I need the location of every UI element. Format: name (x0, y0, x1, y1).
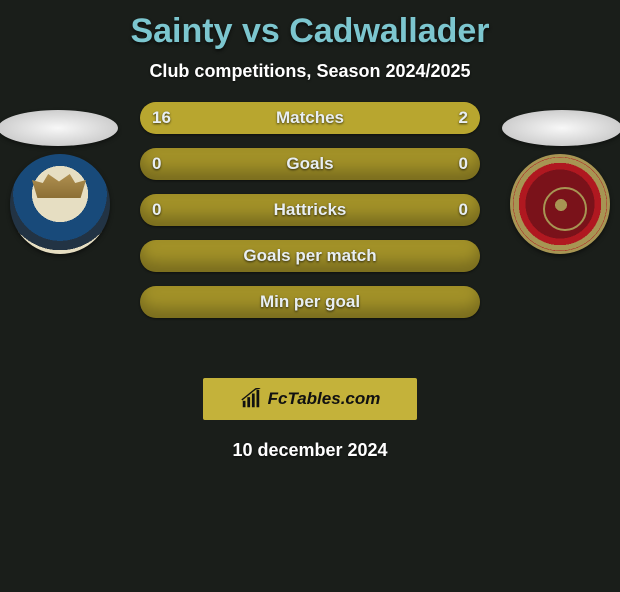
stat-value-left: 16 (140, 102, 183, 134)
brand-badge: FcTables.com (203, 378, 417, 420)
stat-bars: 16 Matches 2 0 Goals 0 0 Hattricks 0 Goa… (140, 102, 480, 332)
page-title: Sainty vs Cadwallader (0, 12, 620, 51)
season-subtitle: Club competitions, Season 2024/2025 (0, 61, 620, 82)
brand-text: FcTables.com (268, 389, 381, 409)
club-crest-left (10, 154, 110, 254)
stat-bar: 0 Hattricks 0 (140, 194, 480, 226)
stat-value-right: 0 (447, 194, 480, 226)
comparison-arena: 16 Matches 2 0 Goals 0 0 Hattricks 0 Goa… (0, 110, 620, 370)
stat-bar: Goals per match (140, 240, 480, 272)
date-text: 10 december 2024 (0, 440, 620, 461)
stat-value-left: 0 (140, 148, 173, 180)
stat-bar: 16 Matches 2 (140, 102, 480, 134)
platform-right (502, 110, 620, 146)
club-crest-right (510, 154, 610, 254)
stat-value-left: 0 (140, 194, 173, 226)
stat-value-right: 2 (447, 102, 480, 134)
chart-icon (240, 388, 262, 410)
stat-label: Hattricks (140, 194, 480, 226)
stat-label: Min per goal (140, 286, 480, 318)
stat-label: Goals (140, 148, 480, 180)
stat-value-right: 0 (447, 148, 480, 180)
platform-left (0, 110, 118, 146)
stat-bar: Min per goal (140, 286, 480, 318)
stat-bar: 0 Goals 0 (140, 148, 480, 180)
stat-label: Goals per match (140, 240, 480, 272)
